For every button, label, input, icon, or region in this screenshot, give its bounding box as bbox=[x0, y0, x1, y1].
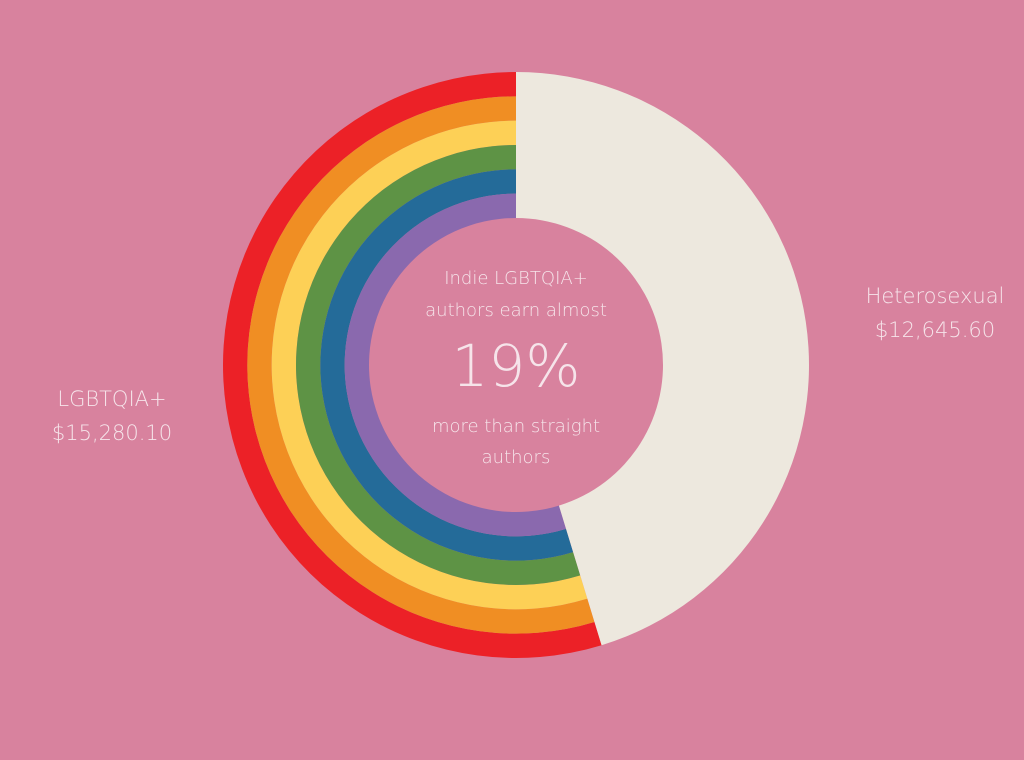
center-text: Indie LGBTQIA+ bbox=[444, 268, 588, 289]
slice-band bbox=[516, 72, 809, 646]
center-text: authors earn almost bbox=[425, 300, 607, 321]
center-text: authors bbox=[482, 447, 551, 468]
category-label: LGBTQIA+ bbox=[57, 387, 166, 411]
category-label: Heterosexual bbox=[866, 284, 1005, 308]
center-value: 19% bbox=[452, 332, 581, 400]
center-text: more than straight bbox=[432, 416, 600, 437]
value-label: $15,280.10 bbox=[52, 421, 172, 445]
value-label: $12,645.60 bbox=[875, 318, 995, 342]
